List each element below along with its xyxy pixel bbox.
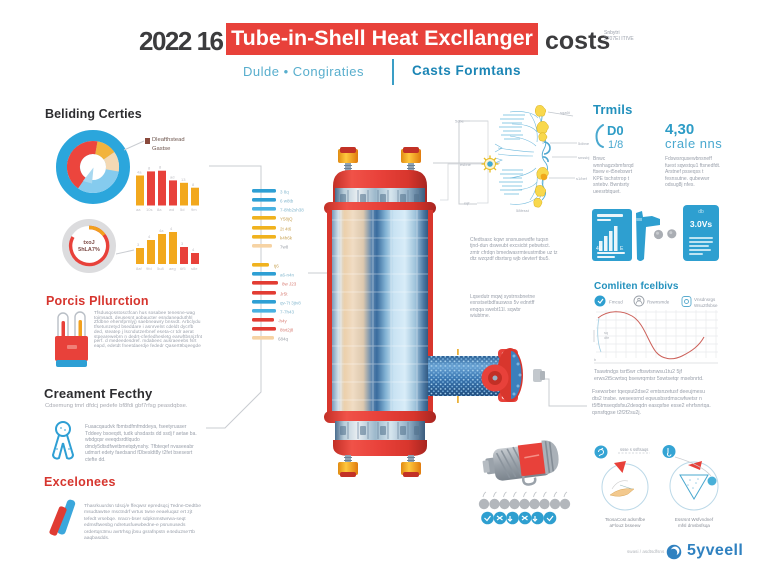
svg-text:1/8: 1/8 — [608, 139, 623, 151]
svg-text:sqf: sqf — [464, 201, 470, 206]
svg-text:Y58jQ: Y58jQ — [280, 217, 293, 222]
svg-text:s1/bef: s1/bef — [576, 176, 588, 181]
svg-text:8: 8 — [148, 166, 151, 171]
svg-text:Wsu2tfsbse: Wsu2tfsbse — [694, 303, 718, 308]
svg-text:4: 4 — [148, 234, 151, 239]
svg-text:9fd: 9fd — [146, 266, 152, 271]
svg-text:txoJ: txoJ — [83, 240, 94, 246]
svg-text:58fesst: 58fesst — [516, 208, 530, 213]
svg-text:snssbj: snssbj — [578, 155, 589, 160]
svg-text:7-8hb2sh38: 7-8hb2sh38 — [280, 208, 304, 213]
svg-text:a6-n4n: a6-n4n — [280, 273, 295, 278]
svg-text:8: 8 — [192, 182, 195, 187]
svg-text:Vnsdnsrgs: Vnsdnsrgs — [694, 297, 716, 302]
svg-text:6f5: 6f5 — [180, 266, 186, 271]
svg-text:Fmcud: Fmcud — [609, 300, 623, 305]
svg-text:10s: 10s — [146, 207, 152, 212]
svg-text:TsosaCost adsmfbe: TsosaCost adsmfbe — [605, 517, 646, 522]
svg-text:5d: 5d — [180, 207, 184, 212]
svg-text:s8e: s8e — [191, 266, 198, 271]
svg-text:tj6: tj6 — [274, 264, 279, 269]
svg-text:6 w8tb: 6 w8tb — [280, 199, 294, 204]
svg-text:db: db — [698, 209, 704, 215]
svg-text:13: 13 — [181, 177, 186, 182]
svg-text:8w J23: 8w J23 — [282, 282, 297, 287]
svg-text:9m: 9m — [191, 207, 197, 212]
svg-text:4a: 4a — [137, 170, 142, 175]
svg-text:Jr5t: Jr5t — [280, 292, 288, 297]
svg-text:5u8: 5u8 — [157, 266, 164, 271]
svg-text:8af: 8af — [136, 266, 142, 271]
svg-text:sq: sq — [604, 331, 608, 335]
svg-text:8: 8 — [159, 165, 162, 170]
svg-text:5hLA7%: 5hLA7% — [78, 247, 100, 253]
svg-text:8tvt2j8: 8tvt2j8 — [280, 328, 294, 333]
svg-text:aeg: aeg — [169, 266, 176, 271]
svg-text:4: 4 — [170, 226, 173, 231]
svg-text:3: 3 — [137, 242, 140, 247]
svg-text:7-7h43: 7-7h43 — [280, 310, 295, 315]
svg-text:2t 4t6: 2t 4t6 — [280, 227, 292, 232]
svg-text:ad: ad — [170, 175, 174, 180]
svg-text:7w8: 7w8 — [280, 245, 289, 250]
svg-text:k4h6k: k4h6k — [280, 236, 293, 241]
svg-text:mfsl dmsbsfsqa: mfsl dmsbsfsqa — [678, 523, 710, 528]
svg-text:sqa6t: sqa6t — [560, 110, 571, 115]
svg-text:aa: aa — [136, 207, 141, 212]
svg-text:4: 4 — [192, 247, 195, 252]
svg-text:wd: wd — [169, 207, 174, 212]
svg-text:E: E — [620, 246, 624, 252]
svg-text:qv-7t 3jtv8: qv-7t 3jtv8 — [280, 301, 301, 306]
svg-text:8a: 8a — [157, 207, 162, 212]
svg-text:ssse s ssftsaqs: ssse s ssftsaqs — [620, 447, 648, 452]
svg-text:Essrsnt Wsfvndnef: Essrsnt Wsfvndnef — [675, 517, 714, 522]
svg-text:Rswnsmde: Rswnsmde — [647, 300, 670, 305]
svg-text:b: b — [594, 358, 596, 362]
svg-text:dfe: dfe — [604, 336, 609, 340]
svg-text:4U: 4U — [596, 246, 603, 252]
svg-text:3.0Vs: 3.0Vs — [690, 219, 712, 229]
svg-text:D0: D0 — [607, 123, 624, 138]
svg-text:5dbne: 5dbne — [578, 141, 590, 146]
svg-text:3 8q: 3 8q — [280, 190, 289, 195]
svg-text:5dbe: 5dbe — [455, 119, 465, 124]
svg-text:684q: 684q — [278, 337, 289, 342]
svg-text:esbne: esbne — [460, 162, 472, 167]
svg-text:-h4y: -h4y — [278, 319, 288, 324]
svg-text:aFlou2 bsseew: aFlou2 bsseew — [610, 523, 642, 528]
svg-text:3: 3 — [181, 241, 184, 246]
svg-text:4a: 4a — [159, 228, 164, 233]
